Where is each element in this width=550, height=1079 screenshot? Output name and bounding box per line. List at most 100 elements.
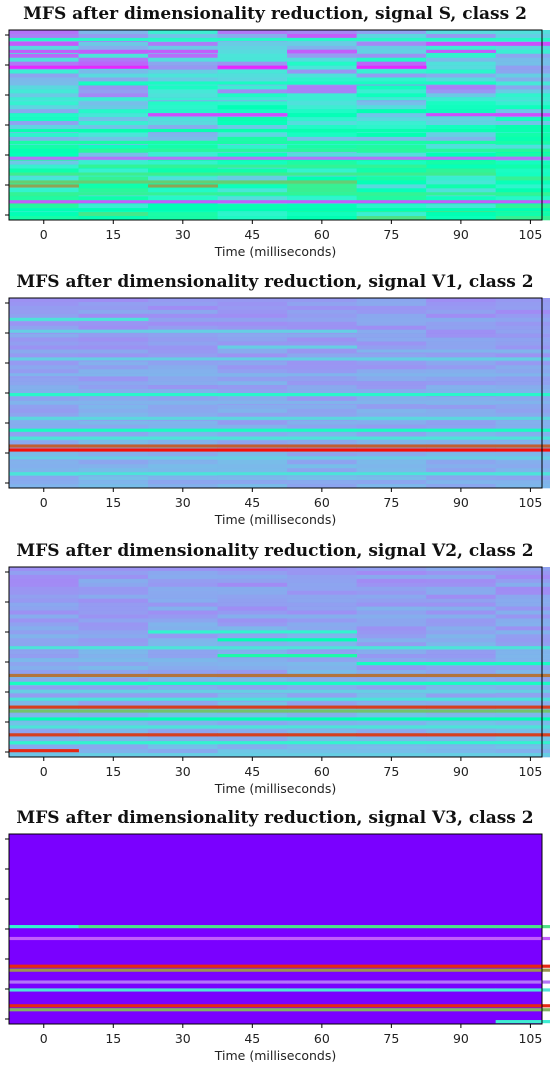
heatmap-cell xyxy=(426,693,497,698)
heatmap-band xyxy=(78,689,149,693)
heatmap-band xyxy=(148,140,218,144)
heatmap-cell xyxy=(287,626,358,631)
heatmap-cell xyxy=(356,113,427,118)
heatmap-cell xyxy=(495,216,550,221)
heatmap-cell xyxy=(495,693,550,698)
heatmap-cell xyxy=(287,117,358,122)
heatmap-cell xyxy=(148,662,218,667)
heatmap-cell xyxy=(148,381,218,386)
heatmap-cell xyxy=(426,634,497,639)
heatmap-cell xyxy=(9,606,79,611)
heatmap-cell xyxy=(356,590,427,596)
heatmap-cell xyxy=(356,168,427,173)
heatmap-cell xyxy=(356,381,427,386)
heatmap-cell xyxy=(356,582,427,588)
heatmap-band xyxy=(356,172,427,176)
heatmap-cell xyxy=(148,305,218,311)
heatmap-band xyxy=(148,113,218,117)
heatmap-cell xyxy=(356,109,427,114)
heatmap-cell xyxy=(148,460,218,465)
heatmap-cell xyxy=(287,721,358,726)
heatmap-cell xyxy=(287,85,358,90)
heatmap-cell xyxy=(495,341,550,346)
heatmap-cell xyxy=(426,180,497,185)
heatmap-band xyxy=(9,988,79,992)
heatmap-cell xyxy=(495,468,550,473)
heatmap-cell xyxy=(148,204,218,209)
heatmap-band xyxy=(426,725,497,729)
heatmap-cell xyxy=(287,333,358,338)
heatmap-cell xyxy=(217,53,288,59)
heatmap-band xyxy=(495,436,550,440)
heatmap-band xyxy=(9,980,79,984)
heatmap-band xyxy=(217,400,288,405)
heatmap-cell xyxy=(356,606,427,611)
heatmap-cell xyxy=(78,460,149,465)
heatmap-cell xyxy=(9,404,79,410)
heatmap-cell xyxy=(495,105,550,110)
heatmap-cell xyxy=(356,642,427,647)
heatmap-cell xyxy=(495,353,550,358)
heatmap-cell xyxy=(426,61,497,66)
heatmap-cell xyxy=(148,125,218,130)
heatmap-cell xyxy=(148,377,218,382)
heatmap-band xyxy=(148,925,218,929)
heatmap-cell xyxy=(287,480,358,485)
heatmap-cell xyxy=(217,89,288,94)
heatmap-band xyxy=(356,81,427,85)
heatmap-cell xyxy=(287,377,358,382)
heatmap-cell xyxy=(356,610,427,615)
heatmap-cell xyxy=(356,630,427,635)
heatmap-cell xyxy=(78,341,149,346)
heatmap-cell xyxy=(356,152,427,157)
heatmap-cell xyxy=(426,468,497,473)
heatmap-cell xyxy=(356,49,427,55)
heatmap-cell xyxy=(287,693,358,698)
heatmap-cell xyxy=(495,634,550,639)
heatmap-cell xyxy=(287,369,358,374)
heatmap-cell xyxy=(148,345,218,350)
heatmap-band xyxy=(78,1004,149,1008)
heatmap-band xyxy=(287,37,358,42)
heatmap-band xyxy=(217,638,288,642)
heatmap-cell xyxy=(495,582,550,588)
heatmap-cell xyxy=(148,136,218,142)
heatmap-band xyxy=(78,980,149,984)
heatmap-band xyxy=(495,208,550,212)
heatmap-cell xyxy=(287,484,358,489)
heatmap-cell xyxy=(495,408,550,414)
heatmap-cell xyxy=(287,729,358,734)
heatmap-cell xyxy=(9,396,79,402)
heatmap-band xyxy=(495,681,550,685)
heatmap-cell xyxy=(9,570,79,576)
heatmap-cell xyxy=(495,85,550,90)
heatmap-cell xyxy=(356,480,427,485)
heatmap-cell xyxy=(217,464,288,469)
heatmap-cell xyxy=(495,626,550,631)
heatmap-cell xyxy=(287,125,358,130)
heatmap-cell xyxy=(287,389,358,394)
heatmap-band xyxy=(426,208,497,212)
heatmap-cell xyxy=(78,424,149,429)
heatmap-cell xyxy=(217,622,288,627)
heatmap-band xyxy=(217,345,288,349)
heatmap-cell xyxy=(217,196,288,201)
heatmap-cell xyxy=(495,212,550,217)
heatmap-band xyxy=(426,472,497,476)
heatmap-band xyxy=(217,373,288,377)
heatmap-cell xyxy=(495,313,550,319)
heatmap-cell xyxy=(287,586,358,592)
heatmap-cell xyxy=(426,345,497,350)
heatmap-cell xyxy=(356,701,427,706)
heatmap-cell xyxy=(9,582,79,588)
heatmap-cell xyxy=(9,665,79,671)
heatmap-cell xyxy=(495,325,550,330)
heatmap-band xyxy=(495,725,550,729)
heatmap-band xyxy=(148,673,218,678)
heatmap-cell xyxy=(287,606,358,611)
heatmap-band xyxy=(217,436,288,440)
heatmap-cell xyxy=(356,420,427,425)
heatmap-cell xyxy=(217,626,288,631)
heatmap-band xyxy=(9,472,79,476)
heatmap-band xyxy=(148,148,218,152)
